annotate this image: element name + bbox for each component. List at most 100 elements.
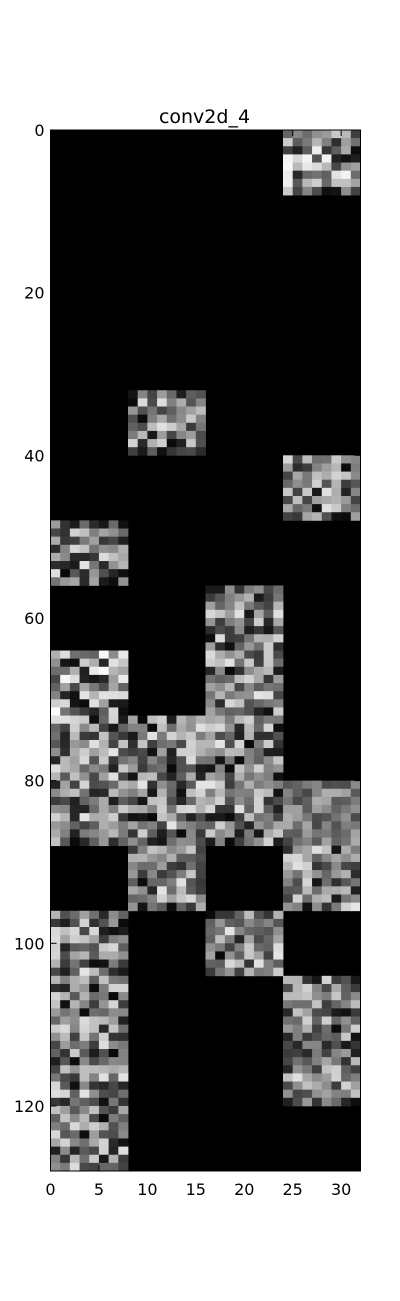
activation-pixel — [292, 1032, 303, 1042]
activation-pixel — [263, 796, 274, 806]
activation-pixel — [341, 780, 352, 790]
activation-pixel — [273, 731, 284, 741]
activation-pixel — [263, 617, 274, 627]
activation-pixel — [273, 658, 284, 668]
activation-pixel — [60, 1040, 71, 1050]
activation-pixel — [89, 650, 100, 660]
activation-pixel — [118, 1057, 129, 1066]
activation-pixel — [79, 1114, 90, 1123]
activation-pixel — [263, 748, 274, 757]
activation-pixel — [128, 829, 139, 838]
activation-pixel — [60, 1146, 71, 1156]
activation-pixel — [98, 1154, 110, 1164]
activation-pixel — [312, 805, 323, 814]
activation-pixel — [166, 837, 177, 847]
activation-pixel — [321, 130, 332, 139]
activation-pixel — [292, 471, 303, 481]
activation-pixel — [147, 748, 158, 757]
activation-pixel — [60, 1105, 71, 1115]
activation-pixel — [283, 1065, 294, 1074]
activation-pixel — [128, 406, 139, 416]
activation-pixel — [234, 821, 245, 830]
activation-pixel — [128, 756, 139, 765]
activation-pixel — [50, 1057, 61, 1066]
activation-pixel — [292, 170, 303, 180]
activation-pixel — [215, 796, 226, 806]
activation-pixel — [341, 870, 352, 879]
activation-pixel — [273, 959, 284, 969]
activation-pixel — [253, 707, 265, 716]
activation-pixel — [69, 1146, 80, 1156]
activation-pixel — [283, 829, 294, 838]
activation-pixel — [98, 569, 110, 578]
activation-pixel — [69, 723, 80, 733]
activation-pixel — [98, 658, 110, 668]
activation-pixel — [331, 902, 342, 912]
activation-pixel — [147, 886, 158, 895]
activation-pixel — [118, 528, 129, 538]
activation-pixel — [79, 918, 90, 928]
activation-pixel — [147, 902, 158, 912]
activation-pixel — [89, 764, 100, 773]
activation-pixel — [244, 731, 255, 741]
activation-pixel — [108, 829, 119, 838]
activation-pixel — [224, 593, 235, 603]
activation-pixel — [263, 699, 274, 708]
activation-pixel — [224, 813, 235, 822]
activation-pixel — [205, 813, 216, 822]
activation-pixel — [350, 130, 361, 139]
activation-pixel — [98, 723, 110, 733]
activation-pixel — [321, 1032, 332, 1042]
activation-pixel — [292, 870, 303, 879]
y-tick-label: 40 — [24, 446, 44, 465]
activation-pixel — [60, 918, 71, 928]
activation-pixel — [137, 853, 148, 863]
activation-pixel — [224, 642, 235, 651]
activation-pixel — [341, 162, 352, 172]
activation-pixel — [283, 886, 294, 895]
activation-pixel — [118, 748, 129, 757]
activation-pixel — [224, 959, 235, 969]
activation-pixel — [244, 756, 255, 765]
activation-pixel — [79, 1122, 90, 1131]
activation-pixel — [321, 471, 332, 481]
activation-pixel — [50, 927, 61, 936]
activation-pixel — [108, 528, 119, 538]
activation-pixel — [312, 130, 323, 139]
activation-pixel — [244, 609, 255, 619]
activation-pixel — [234, 715, 245, 725]
activation-pixel — [244, 707, 255, 716]
activation-pixel — [137, 422, 148, 432]
activation-pixel — [79, 650, 90, 660]
activation-pixel — [157, 780, 168, 790]
activation-pixel — [283, 487, 294, 497]
activation-pixel — [98, 666, 110, 676]
activation-pixel — [292, 829, 303, 838]
activation-pixel — [331, 1024, 342, 1034]
activation-pixel — [118, 552, 129, 562]
activation-pixel — [341, 796, 352, 806]
activation-pixel — [244, 691, 255, 700]
activation-pixel — [186, 821, 197, 830]
activation-pixel — [118, 992, 129, 1001]
activation-pixel — [108, 1146, 119, 1156]
activation-pixel — [283, 146, 294, 155]
activation-pixel — [137, 902, 148, 912]
activation-pixel — [263, 723, 274, 733]
activation-pixel — [50, 536, 61, 546]
activation-pixel — [79, 1065, 90, 1074]
activation-pixel — [283, 853, 294, 863]
activation-pixel — [350, 1040, 361, 1050]
activation-pixel — [331, 455, 342, 464]
activation-pixel — [176, 406, 187, 416]
activation-pixel — [350, 1097, 361, 1107]
activation-pixel — [244, 837, 255, 847]
activation-pixel — [50, 772, 61, 782]
activation-pixel — [273, 951, 284, 960]
activation-pixel — [186, 780, 197, 790]
activation-pixel — [79, 528, 90, 538]
activation-pixel — [321, 455, 332, 464]
activation-pixel — [108, 935, 119, 944]
activation-pixel — [283, 837, 294, 847]
activation-pixel — [331, 170, 342, 180]
